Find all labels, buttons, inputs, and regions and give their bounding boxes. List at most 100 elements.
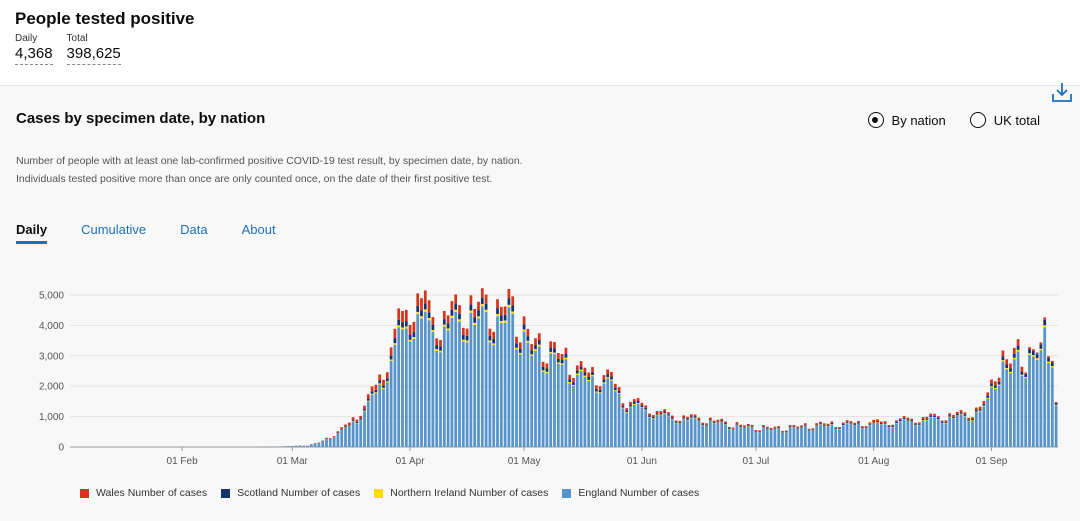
bar-england xyxy=(306,446,309,447)
metric-daily[interactable]: Daily 4,368 xyxy=(15,33,53,65)
bar-wales xyxy=(1040,342,1043,344)
bar-wales xyxy=(580,361,583,366)
bar-scotland xyxy=(443,319,446,324)
bar-scotland xyxy=(899,420,902,421)
bar-england xyxy=(914,425,917,447)
bar-england xyxy=(363,411,366,447)
bar-northern-ireland xyxy=(929,417,932,418)
download-icon[interactable] xyxy=(1050,80,1074,104)
bar-wales xyxy=(447,315,450,323)
bar-scotland xyxy=(1055,403,1058,405)
bar-england xyxy=(629,407,632,447)
bar-england xyxy=(1005,369,1008,447)
bar-northern-ireland xyxy=(975,412,978,413)
bar-northern-ireland xyxy=(584,376,587,377)
bar-northern-ireland xyxy=(629,406,632,407)
metric-total-value[interactable]: 398,625 xyxy=(67,45,121,65)
bar-scotland xyxy=(1017,346,1020,350)
bar-wales xyxy=(458,305,461,314)
bar-england xyxy=(367,401,370,447)
bar-wales xyxy=(667,412,670,414)
bar-scotland xyxy=(827,425,830,426)
bar-england xyxy=(713,424,716,447)
bar-england xyxy=(694,418,697,447)
bar-scotland xyxy=(485,304,488,310)
radio-uk-total[interactable]: UK total xyxy=(970,112,1040,128)
x-tick-label: 01 May xyxy=(508,456,541,467)
bar-scotland xyxy=(701,424,704,425)
bar-northern-ireland xyxy=(451,316,454,318)
metric-total[interactable]: Total 398,625 xyxy=(67,33,121,65)
bar-wales xyxy=(584,368,587,373)
bar-northern-ireland xyxy=(496,314,499,316)
bar-wales xyxy=(443,311,446,319)
bar-scotland xyxy=(561,360,564,364)
bar-wales xyxy=(382,380,385,386)
bar-scotland xyxy=(838,428,841,429)
bar-wales xyxy=(656,411,659,413)
bar-england xyxy=(606,378,609,447)
bar-scotland xyxy=(1047,358,1050,362)
card-title: Cases by specimen date, by nation xyxy=(16,110,265,127)
bar-england xyxy=(986,399,989,447)
bar-northern-ireland xyxy=(382,388,385,389)
bar-england xyxy=(568,383,571,447)
bar-wales xyxy=(420,298,423,310)
radio-unselected-icon[interactable] xyxy=(970,112,986,128)
bar-northern-ireland xyxy=(633,404,636,405)
bar-england xyxy=(318,443,321,447)
bar-scotland xyxy=(576,370,579,373)
bar-northern-ireland xyxy=(473,323,476,325)
tab-daily[interactable]: Daily xyxy=(16,222,47,244)
legend-swatch-scotland xyxy=(221,489,230,498)
bar-wales xyxy=(496,299,499,308)
metric-daily-value[interactable]: 4,368 xyxy=(15,45,53,65)
bar-england xyxy=(732,430,735,447)
tab-about[interactable]: About xyxy=(242,222,276,244)
bar-northern-ireland xyxy=(591,375,594,376)
bar-scotland xyxy=(447,323,450,328)
tab-data[interactable]: Data xyxy=(180,222,207,244)
bar-scotland xyxy=(690,416,693,417)
legend-label-northern-ireland: Northern Ireland Number of cases xyxy=(390,487,548,499)
bar-england xyxy=(1047,363,1050,447)
tab-cumulative[interactable]: Cumulative xyxy=(81,222,146,244)
bar-scotland xyxy=(352,420,355,421)
bar-england xyxy=(774,429,777,447)
bar-wales xyxy=(781,431,784,432)
bar-england xyxy=(310,445,313,447)
radio-by-nation[interactable]: By nation xyxy=(868,112,946,128)
bar-scotland xyxy=(804,425,807,426)
bar-scotland xyxy=(728,428,731,429)
bar-wales xyxy=(473,309,476,317)
bar-england xyxy=(591,376,594,447)
bar-scotland xyxy=(534,345,537,349)
bar-scotland xyxy=(405,321,408,326)
bar-northern-ireland xyxy=(1002,360,1005,361)
bar-scotland xyxy=(637,401,640,403)
bar-wales xyxy=(785,431,788,432)
bar-england xyxy=(895,423,898,447)
bar-scotland xyxy=(667,414,670,415)
bar-wales xyxy=(397,308,400,319)
radio-selected-icon[interactable] xyxy=(868,112,884,128)
bar-wales xyxy=(348,423,351,425)
bar-scotland xyxy=(952,417,955,418)
bar-england xyxy=(511,314,514,447)
bar-northern-ireland xyxy=(660,415,663,416)
bar-wales xyxy=(1028,347,1031,349)
bar-northern-ireland xyxy=(1009,372,1012,373)
bar-wales xyxy=(804,423,807,424)
bar-northern-ireland xyxy=(565,358,568,359)
bar-england xyxy=(755,432,758,447)
bar-scotland xyxy=(967,420,970,421)
bar-england xyxy=(546,373,549,447)
y-tick-label: 1,000 xyxy=(39,412,64,423)
bar-scotland xyxy=(869,424,872,425)
bar-wales xyxy=(637,398,640,401)
bar-northern-ireland xyxy=(964,416,967,417)
bar-scotland xyxy=(857,423,860,424)
bar-wales xyxy=(918,422,921,423)
bar-england xyxy=(1028,355,1031,447)
bar-england xyxy=(652,419,655,447)
